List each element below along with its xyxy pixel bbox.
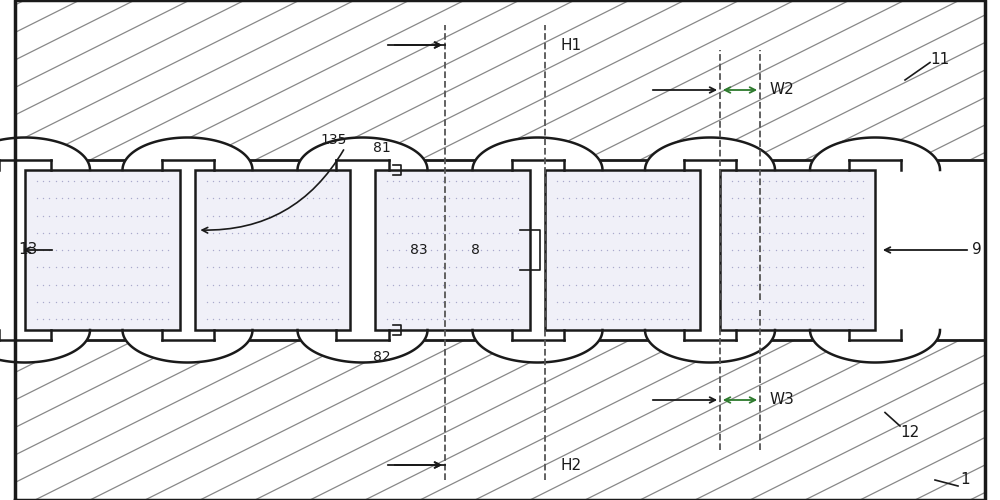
Polygon shape [473,330,602,362]
Bar [849,330,901,340]
Text: 81: 81 [372,141,390,155]
Bar [25,170,180,330]
Bar [336,330,388,340]
Polygon shape [122,138,252,170]
Text: 1: 1 [960,472,970,488]
Text: H1: H1 [560,38,581,52]
Polygon shape [298,138,428,170]
Bar [0,160,51,170]
Polygon shape [298,330,428,362]
Text: 11: 11 [930,52,949,68]
Polygon shape [122,330,252,362]
Polygon shape [645,330,775,362]
Polygon shape [0,330,90,362]
Polygon shape [810,330,940,362]
Text: 8: 8 [471,243,480,257]
Bar [336,160,388,170]
Text: 13: 13 [18,242,37,258]
Text: 9: 9 [972,242,982,258]
Bar [15,0,985,160]
Text: H2: H2 [560,458,581,472]
Bar [0,330,51,340]
Polygon shape [473,138,602,170]
Bar [162,160,214,170]
Text: W3: W3 [770,392,795,407]
Bar [720,170,875,330]
Bar [684,330,736,340]
Bar [545,170,700,330]
Polygon shape [645,138,775,170]
Text: 12: 12 [900,425,919,440]
Bar [195,170,350,330]
Bar [512,160,564,170]
Text: W2: W2 [770,82,795,98]
Text: 135: 135 [320,133,346,147]
Bar [15,340,985,500]
Polygon shape [810,138,940,170]
Bar [684,160,736,170]
Text: 83: 83 [410,243,427,257]
Text: 82: 82 [372,350,390,364]
Bar [375,170,530,330]
Bar [512,330,564,340]
Bar [849,160,901,170]
Polygon shape [0,138,90,170]
Bar [162,330,214,340]
